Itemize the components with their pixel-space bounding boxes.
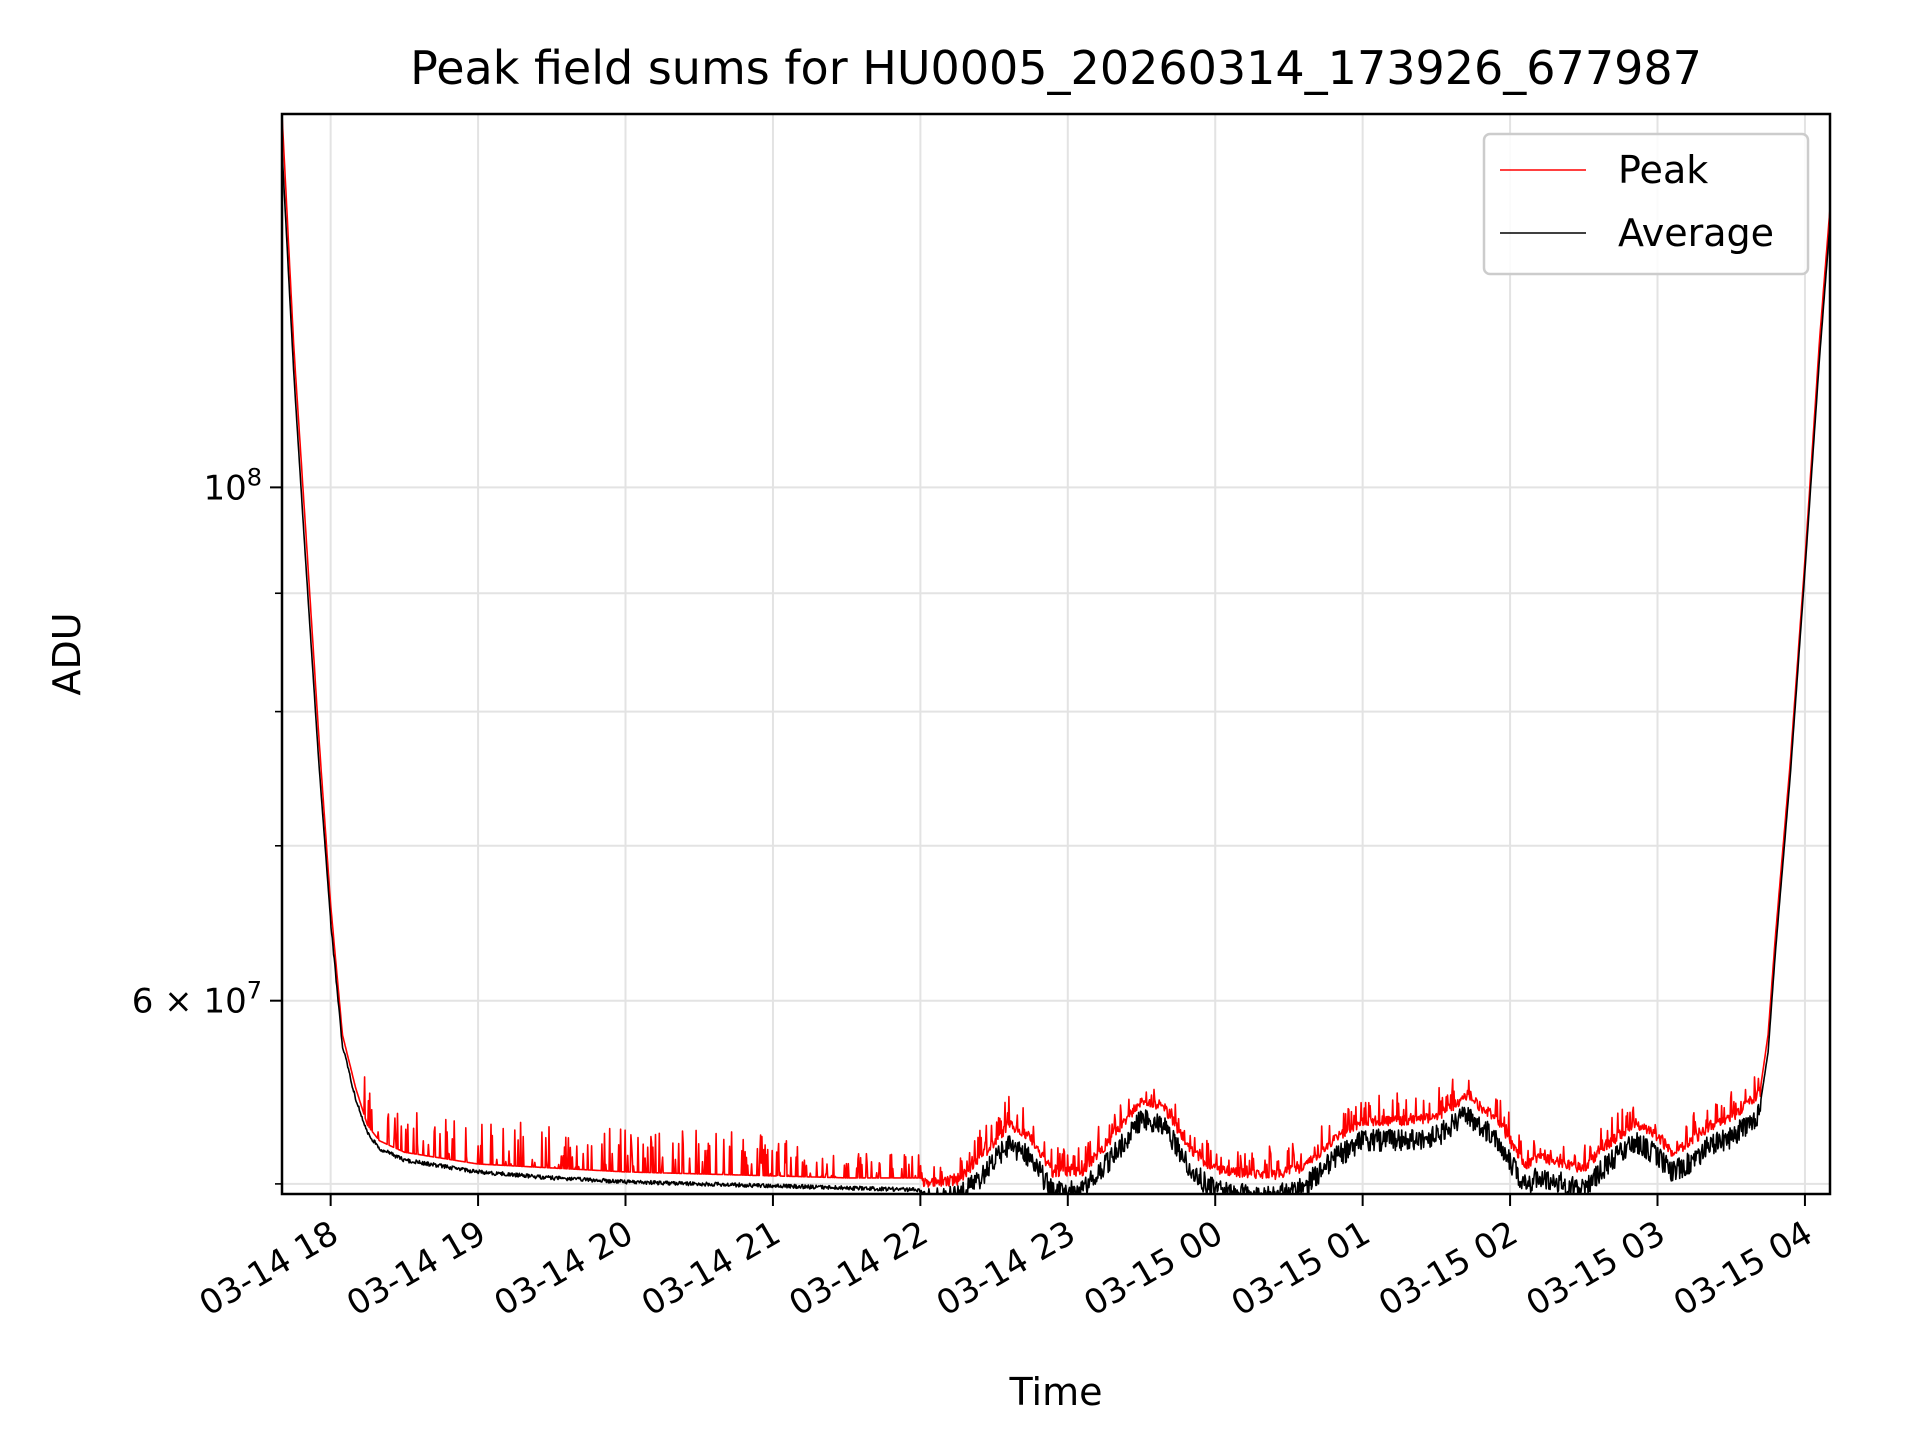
y-tick-label: 108 — [203, 463, 262, 508]
legend-peak-label: Peak — [1618, 148, 1708, 192]
grid-lines — [282, 114, 1830, 1194]
series-peak-line — [281, 113, 1831, 1188]
series-layer — [281, 113, 1831, 1195]
x-axis-label: Time — [1009, 1370, 1103, 1414]
y-axis: 108 6 × 107 — [132, 463, 282, 1185]
y-axis-label: ADU — [45, 612, 89, 695]
y-tick-label: 6 × 107 — [132, 977, 262, 1022]
plot-frame — [280, 112, 1832, 1196]
legend-average-label: Average — [1618, 211, 1774, 255]
legend-box — [1482, 132, 1810, 276]
chart-title: Peak field sums for HU0005_20260314_1739… — [410, 41, 1702, 95]
legend: Peak Average — [1482, 132, 1810, 276]
series-average-line — [281, 149, 1831, 1195]
